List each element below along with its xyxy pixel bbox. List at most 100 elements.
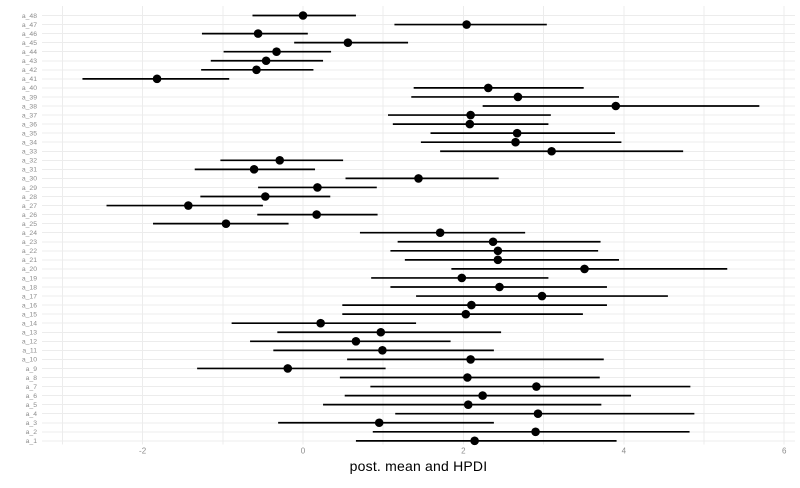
posterior-mean-a_33 bbox=[547, 146, 556, 156]
y-axis-label: a_14 bbox=[22, 321, 37, 328]
posterior-mean-a_46 bbox=[253, 29, 263, 38]
y-axis-label: a_42 bbox=[22, 67, 37, 74]
y-axis-label: a_31 bbox=[22, 167, 37, 174]
y-axis-label: a_26 bbox=[22, 212, 37, 219]
posterior-mean-a_32 bbox=[275, 156, 285, 165]
posterior-mean-a_29 bbox=[313, 183, 322, 192]
y-axis-label: a_5 bbox=[26, 402, 38, 409]
y-axis-label: a_15 bbox=[22, 311, 37, 318]
y-axis-label: a_7 bbox=[26, 384, 38, 391]
posterior-mean-a_38 bbox=[611, 101, 621, 111]
x-axis-tick-label: 0 bbox=[301, 447, 306, 456]
posterior-mean-a_36 bbox=[465, 119, 475, 129]
posterior-mean-a_21 bbox=[493, 255, 503, 265]
posterior-mean-a_43 bbox=[261, 56, 271, 66]
y-axis-label: a_24 bbox=[22, 230, 37, 237]
posterior-mean-a_24 bbox=[435, 228, 445, 237]
y-axis-label: a_9 bbox=[26, 366, 38, 373]
posterior-mean-a_4 bbox=[533, 409, 543, 419]
y-axis-label: a_13 bbox=[22, 330, 37, 337]
y-axis-label: a_37 bbox=[22, 112, 37, 119]
y-axis-label: a_33 bbox=[22, 149, 37, 156]
y-axis-label: a_22 bbox=[22, 248, 37, 255]
posterior-mean-a_5 bbox=[463, 400, 473, 409]
y-axis-label: a_30 bbox=[22, 176, 37, 183]
posterior-mean-a_9 bbox=[283, 364, 293, 373]
posterior-mean-a_7 bbox=[532, 382, 541, 391]
y-axis-label: a_34 bbox=[22, 140, 37, 147]
posterior-mean-a_1 bbox=[470, 436, 479, 446]
y-axis-label: a_6 bbox=[26, 393, 38, 400]
x-axis-tick-label: 6 bbox=[782, 447, 787, 456]
y-axis-label: a_8 bbox=[26, 375, 38, 382]
posterior-mean-a_34 bbox=[511, 137, 520, 147]
posterior-mean-a_40 bbox=[483, 83, 493, 93]
posterior-mean-a_45 bbox=[343, 38, 353, 47]
y-axis-label: a_2 bbox=[26, 429, 38, 436]
y-axis-label: a_43 bbox=[22, 58, 37, 65]
y-axis-label: a_35 bbox=[22, 130, 37, 137]
x-axis-tick-label: -2 bbox=[139, 447, 147, 456]
posterior-mean-a_14 bbox=[316, 318, 325, 328]
posterior-mean-a_48 bbox=[298, 11, 308, 20]
posterior-mean-a_22 bbox=[493, 246, 503, 256]
posterior-mean-a_8 bbox=[463, 373, 472, 382]
y-axis-label: a_4 bbox=[26, 411, 38, 418]
x-axis-title: post. mean and HPDI bbox=[349, 458, 488, 474]
posterior-mean-a_41 bbox=[152, 74, 162, 84]
y-axis-label: a_17 bbox=[22, 293, 37, 300]
posterior-mean-a_20 bbox=[580, 264, 589, 274]
y-axis-label: a_3 bbox=[26, 420, 38, 427]
posterior-mean-a_25 bbox=[221, 219, 231, 228]
posterior-mean-a_23 bbox=[488, 237, 498, 247]
y-axis-label: a_39 bbox=[22, 94, 37, 101]
posterior-mean-a_18 bbox=[495, 282, 504, 292]
posterior-mean-a_30 bbox=[414, 174, 423, 183]
y-axis-label: a_38 bbox=[22, 103, 37, 110]
x-axis-tick-label: 4 bbox=[622, 447, 627, 456]
y-axis-label: a_23 bbox=[22, 239, 37, 246]
posterior-mean-a_39 bbox=[513, 92, 523, 102]
posterior-mean-a_19 bbox=[457, 273, 467, 283]
x-axis-tick-label: 2 bbox=[461, 447, 466, 456]
y-axis-label: a_29 bbox=[22, 185, 37, 192]
posterior-mean-a_13 bbox=[376, 327, 386, 337]
y-axis-label: a_10 bbox=[22, 357, 37, 364]
y-axis-label: a_40 bbox=[22, 85, 37, 92]
y-axis-label: a_41 bbox=[22, 76, 37, 83]
y-axis-label: a_36 bbox=[22, 121, 37, 128]
y-axis-label: a_21 bbox=[22, 257, 37, 264]
posterior-mean-a_27 bbox=[184, 201, 193, 210]
y-axis-label: a_28 bbox=[22, 194, 37, 201]
posterior-mean-a_15 bbox=[461, 309, 471, 319]
y-axis-label: a_12 bbox=[22, 339, 37, 346]
y-axis-label: a_45 bbox=[22, 40, 37, 47]
y-axis-label: a_44 bbox=[22, 49, 37, 56]
y-axis-label: a_48 bbox=[22, 13, 37, 20]
posterior-mean-a_31 bbox=[249, 165, 259, 174]
y-axis-label: a_18 bbox=[22, 284, 37, 291]
posterior-mean-a_42 bbox=[252, 65, 261, 75]
y-axis-label: a_32 bbox=[22, 158, 37, 165]
posterior-mean-a_44 bbox=[272, 47, 281, 56]
posterior-mean-a_3 bbox=[374, 418, 384, 428]
y-axis-label: a_46 bbox=[22, 31, 37, 38]
posterior-mean-a_26 bbox=[312, 210, 321, 219]
posterior-mean-a_37 bbox=[466, 110, 475, 120]
posterior-mean-a_12 bbox=[351, 337, 361, 346]
posterior-mean-a_47 bbox=[462, 20, 471, 29]
y-axis-label: a_27 bbox=[22, 203, 37, 210]
y-axis-label: a_16 bbox=[22, 302, 37, 309]
posterior-mean-a_17 bbox=[537, 291, 547, 301]
y-axis-label: a_25 bbox=[22, 221, 37, 228]
posterior-mean-a_35 bbox=[512, 128, 522, 138]
posterior-mean-a_6 bbox=[478, 391, 487, 400]
y-axis-label: a_11 bbox=[22, 348, 37, 355]
y-axis-label: a_1 bbox=[26, 438, 38, 445]
posterior-mean-a_28 bbox=[261, 192, 270, 201]
y-axis-label: a_20 bbox=[22, 266, 37, 273]
posterior-mean-a_16 bbox=[467, 300, 476, 310]
posterior-mean-a_10 bbox=[466, 355, 475, 364]
